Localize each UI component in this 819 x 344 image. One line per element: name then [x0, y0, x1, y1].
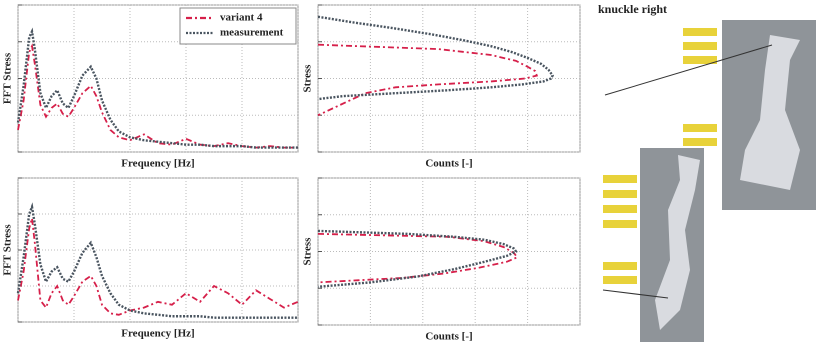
x-axis-label: Counts [-]	[425, 331, 472, 343]
label-tag	[603, 276, 637, 284]
label-tag	[603, 175, 637, 183]
label-tag	[683, 28, 717, 36]
label-tag	[683, 124, 717, 132]
y-axis-label: Stress	[302, 64, 314, 93]
legend-label: variant 4	[220, 12, 263, 24]
x-axis-label: Frequency [Hz]	[121, 328, 194, 340]
y-axis-label: FFT Stress	[2, 224, 14, 276]
x-axis-label: Frequency [Hz]	[121, 158, 194, 170]
label-tag	[683, 42, 717, 50]
label-tag	[603, 205, 637, 213]
y-axis-label: Stress	[302, 237, 314, 266]
x-axis-label: Counts [-]	[425, 158, 472, 170]
image-title: knuckle right	[598, 2, 667, 16]
label-tag	[603, 220, 637, 228]
photo: knuckle right	[598, 2, 816, 342]
y-axis-label: FFT Stress	[2, 52, 14, 104]
label-tag	[683, 138, 717, 146]
figure: knuckle right Frequency [Hz] FFT Stress va…	[0, 0, 819, 344]
label-tag	[603, 190, 637, 198]
label-tag	[603, 262, 637, 270]
legend-label: measurement	[220, 27, 284, 39]
